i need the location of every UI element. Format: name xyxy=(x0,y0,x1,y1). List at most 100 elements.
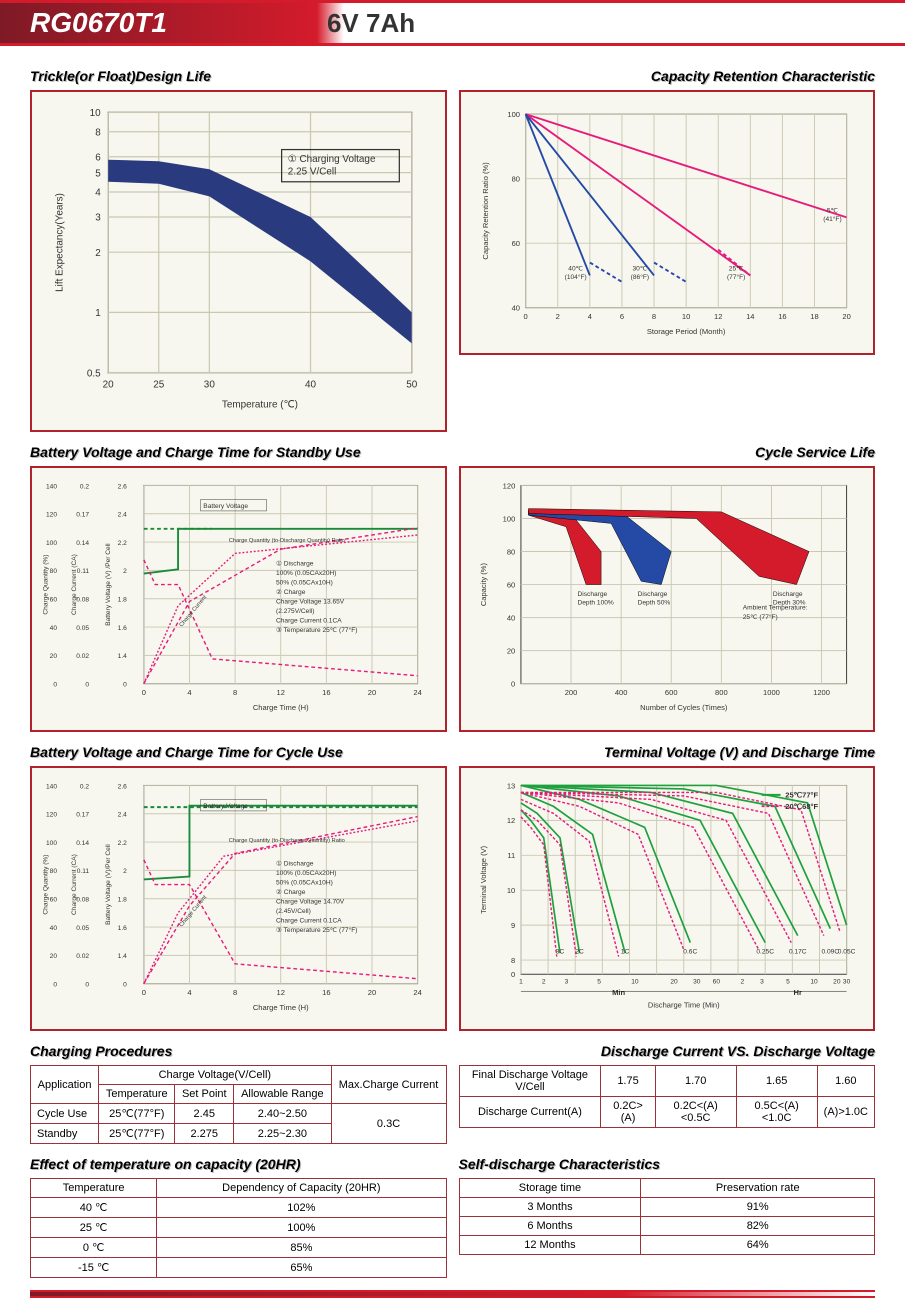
svg-text:60: 60 xyxy=(50,597,58,604)
svg-text:5: 5 xyxy=(597,978,601,985)
cycle-life-chart: 20040060080010001200020406080100120Disch… xyxy=(459,466,876,731)
svg-text:40: 40 xyxy=(50,924,58,931)
svg-text:20℃68°F: 20℃68°F xyxy=(785,802,818,811)
svg-text:Storage Period (Month): Storage Period (Month) xyxy=(646,327,725,336)
svg-text:30: 30 xyxy=(842,978,850,985)
svg-text:120: 120 xyxy=(46,512,57,519)
svg-text:Charge Current: Charge Current xyxy=(179,894,209,928)
svg-text:(2.275V/Cell): (2.275V/Cell) xyxy=(276,608,314,615)
svg-text:4: 4 xyxy=(587,312,591,321)
discharge-vt-title: Terminal Voltage (V) and Discharge Time xyxy=(459,744,876,760)
svg-text:Battery Voltage: Battery Voltage xyxy=(203,503,248,510)
svg-text:12: 12 xyxy=(714,312,722,321)
svg-text:10: 10 xyxy=(506,886,514,895)
header-bar: RG0670T1 6V 7Ah xyxy=(0,0,905,46)
svg-text:Charge Quantity (to-Discharge: Charge Quantity (to-Discharge Quantity) … xyxy=(229,838,345,844)
svg-text:1: 1 xyxy=(95,308,101,319)
svg-text:③ Temperature 25℃ (77°F): ③ Temperature 25℃ (77°F) xyxy=(276,626,357,634)
svg-text:20: 20 xyxy=(368,988,376,997)
svg-text:0.05: 0.05 xyxy=(76,924,89,931)
svg-text:0.08: 0.08 xyxy=(76,597,89,604)
svg-text:1.4: 1.4 xyxy=(118,953,127,960)
trickle-chart: 20253040500.5123456810① Charging Voltage… xyxy=(30,90,447,432)
svg-text:2.25 V/Cell: 2.25 V/Cell xyxy=(288,166,336,177)
charging-proc-table: ApplicationCharge Voltage(V/Cell)Max.Cha… xyxy=(30,1065,447,1144)
svg-text:1.4: 1.4 xyxy=(118,653,127,660)
cap-ret-title: Capacity Retention Characteristic xyxy=(459,68,876,84)
svg-text:12: 12 xyxy=(506,816,514,825)
svg-text:0.05C: 0.05C xyxy=(837,948,855,955)
temp-effect-title: Effect of temperature on capacity (20HR) xyxy=(30,1156,447,1172)
svg-text:20: 20 xyxy=(50,953,58,960)
svg-text:Discharge Time (Min): Discharge Time (Min) xyxy=(647,1000,719,1009)
svg-text:100% (0.05CAx20H): 100% (0.05CAx20H) xyxy=(276,570,336,577)
discharge-cv-title: Discharge Current VS. Discharge Voltage xyxy=(459,1043,876,1059)
svg-text:120: 120 xyxy=(502,481,515,490)
svg-text:0: 0 xyxy=(511,970,515,979)
svg-text:25℃: 25℃ xyxy=(728,266,743,273)
svg-text:100: 100 xyxy=(46,540,57,547)
trickle-title: Trickle(or Float)Design Life xyxy=(30,68,447,84)
svg-text:0: 0 xyxy=(123,682,127,689)
svg-text:Discharge: Discharge xyxy=(637,591,667,598)
svg-text:10: 10 xyxy=(90,108,102,119)
svg-text:12: 12 xyxy=(277,988,285,997)
svg-text:100: 100 xyxy=(502,514,515,523)
svg-text:Charge Current (CA): Charge Current (CA) xyxy=(71,854,78,915)
svg-text:2.6: 2.6 xyxy=(118,783,127,790)
svg-text:2: 2 xyxy=(541,978,545,985)
svg-text:2.4: 2.4 xyxy=(118,811,127,818)
svg-text:Battery Voltage (V)/Per Cell: Battery Voltage (V)/Per Cell xyxy=(105,843,112,924)
svg-text:0.02: 0.02 xyxy=(76,653,89,660)
footer-bar xyxy=(30,1290,875,1298)
svg-text:② Charge: ② Charge xyxy=(276,588,306,596)
svg-text:60: 60 xyxy=(712,978,720,985)
svg-text:3: 3 xyxy=(95,213,101,224)
svg-text:40℃: 40℃ xyxy=(568,266,583,273)
svg-text:100% (0.05CAx20H): 100% (0.05CAx20H) xyxy=(276,870,336,877)
svg-text:0.5: 0.5 xyxy=(87,368,101,379)
svg-text:11: 11 xyxy=(507,851,515,860)
svg-text:25: 25 xyxy=(153,379,165,390)
svg-text:80: 80 xyxy=(50,868,58,875)
svg-text:40: 40 xyxy=(511,304,519,313)
svg-text:Discharge: Discharge xyxy=(772,591,802,598)
svg-text:① Discharge: ① Discharge xyxy=(276,859,314,867)
svg-text:50% (0.05CAx10H): 50% (0.05CAx10H) xyxy=(276,879,333,886)
svg-text:40: 40 xyxy=(506,614,514,623)
svg-text:0.17: 0.17 xyxy=(76,811,89,818)
svg-text:Min: Min xyxy=(612,988,625,997)
svg-text:2.6: 2.6 xyxy=(118,483,127,490)
svg-text:Battery Voltage: Battery Voltage xyxy=(203,803,248,810)
svg-text:Charge Current: Charge Current xyxy=(179,594,209,628)
svg-text:20: 20 xyxy=(833,978,841,985)
svg-text:Lift Expectancy(Years): Lift Expectancy(Years) xyxy=(54,193,65,292)
svg-text:Charge Quantity (%): Charge Quantity (%) xyxy=(43,854,50,914)
svg-text:25℃ (77°F): 25℃ (77°F) xyxy=(742,613,777,621)
svg-text:20: 20 xyxy=(842,312,850,321)
svg-text:20: 20 xyxy=(50,653,58,660)
svg-text:100: 100 xyxy=(46,840,57,847)
svg-text:0: 0 xyxy=(523,312,527,321)
svg-text:0.11: 0.11 xyxy=(77,868,90,875)
cycle-life-title: Cycle Service Life xyxy=(459,444,876,460)
svg-text:0: 0 xyxy=(142,688,146,697)
svg-text:12: 12 xyxy=(277,688,285,697)
svg-text:1200: 1200 xyxy=(813,688,830,697)
svg-text:3C: 3C xyxy=(555,948,564,955)
svg-text:Hr: Hr xyxy=(793,988,801,997)
standby-title: Battery Voltage and Charge Time for Stan… xyxy=(30,444,447,460)
svg-text:(41°F): (41°F) xyxy=(823,215,841,223)
svg-text:5: 5 xyxy=(95,168,101,179)
svg-text:1C: 1C xyxy=(620,948,629,955)
svg-text:Capacity Retention Ratio (%): Capacity Retention Ratio (%) xyxy=(480,162,489,260)
model-badge: RG0670T1 xyxy=(0,3,207,43)
svg-text:0.2: 0.2 xyxy=(80,483,89,490)
svg-text:16: 16 xyxy=(322,688,330,697)
svg-text:Charge Current 0.1CA: Charge Current 0.1CA xyxy=(276,617,342,624)
svg-text:0.05: 0.05 xyxy=(76,625,89,632)
svg-text:2: 2 xyxy=(123,568,127,575)
svg-text:50% (0.05CAx10H): 50% (0.05CAx10H) xyxy=(276,580,333,587)
svg-text:Charge Quantity (to-Discharge: Charge Quantity (to-Discharge Quantity) … xyxy=(229,538,345,544)
svg-text:9: 9 xyxy=(511,921,515,930)
